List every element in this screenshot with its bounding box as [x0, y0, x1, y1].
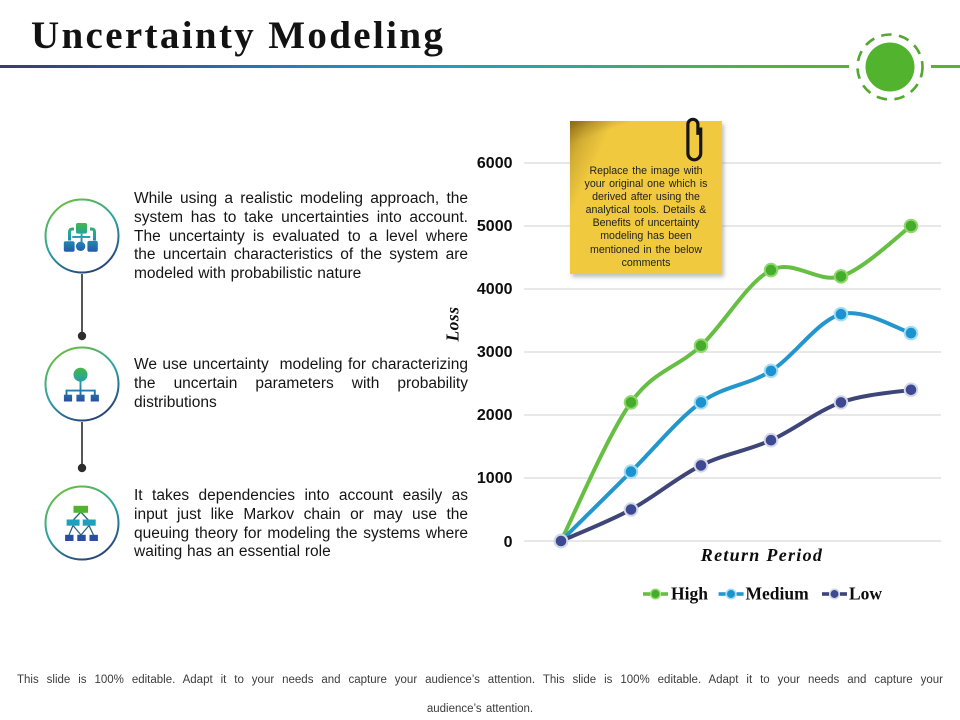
svg-text:3000: 3000 — [477, 344, 513, 361]
svg-text:High: High — [671, 584, 708, 604]
svg-text:2000: 2000 — [477, 407, 513, 424]
svg-text:5000: 5000 — [477, 218, 513, 235]
svg-text:0: 0 — [504, 534, 513, 551]
svg-text:1000: 1000 — [477, 470, 513, 487]
svg-text:Medium: Medium — [746, 584, 810, 604]
svg-text:6000: 6000 — [477, 155, 513, 172]
svg-text:Low: Low — [849, 584, 882, 604]
svg-text:Loss: Loss — [443, 306, 463, 342]
svg-text:Return Period: Return Period — [700, 545, 823, 565]
svg-text:4000: 4000 — [477, 281, 513, 298]
